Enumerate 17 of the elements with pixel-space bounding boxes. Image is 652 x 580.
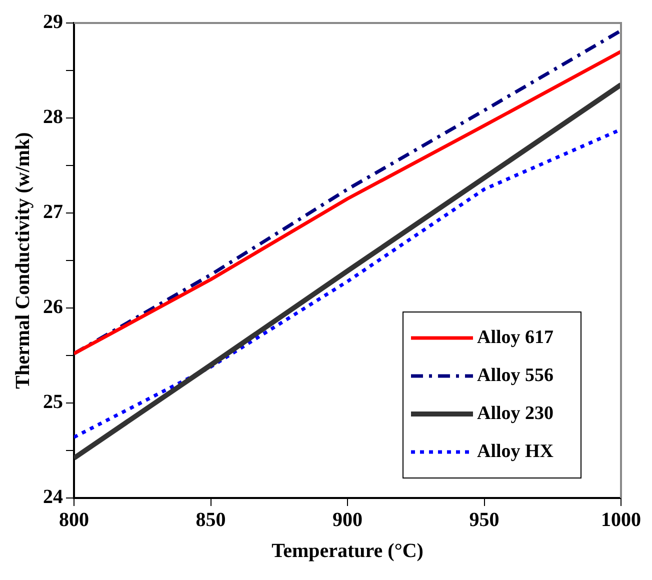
legend-label: Alloy 230 bbox=[477, 402, 554, 424]
y-tick-label: 24 bbox=[43, 486, 63, 508]
y-tick-label: 25 bbox=[43, 391, 63, 414]
legend-label: Alloy HX bbox=[477, 440, 554, 462]
x-tick-label: 900 bbox=[332, 509, 362, 532]
legend-label: Alloy 617 bbox=[477, 326, 554, 348]
x-tick-label: 950 bbox=[469, 509, 500, 532]
x-axis-title: Temperature (°C) bbox=[272, 540, 424, 562]
legend-label: Alloy 556 bbox=[477, 364, 554, 386]
y-tick-label: 28 bbox=[43, 106, 63, 128]
y-tick-label: 26 bbox=[43, 296, 63, 318]
y-tick-label: 27 bbox=[43, 201, 63, 224]
y-axis-title: Thermal Conductivity (w/mk) bbox=[12, 132, 34, 389]
x-tick-label: 850 bbox=[196, 509, 226, 532]
y-tick-label: 29 bbox=[43, 11, 63, 34]
x-tick-label: 1000 bbox=[601, 509, 641, 532]
x-tick-label: 800 bbox=[59, 509, 89, 532]
